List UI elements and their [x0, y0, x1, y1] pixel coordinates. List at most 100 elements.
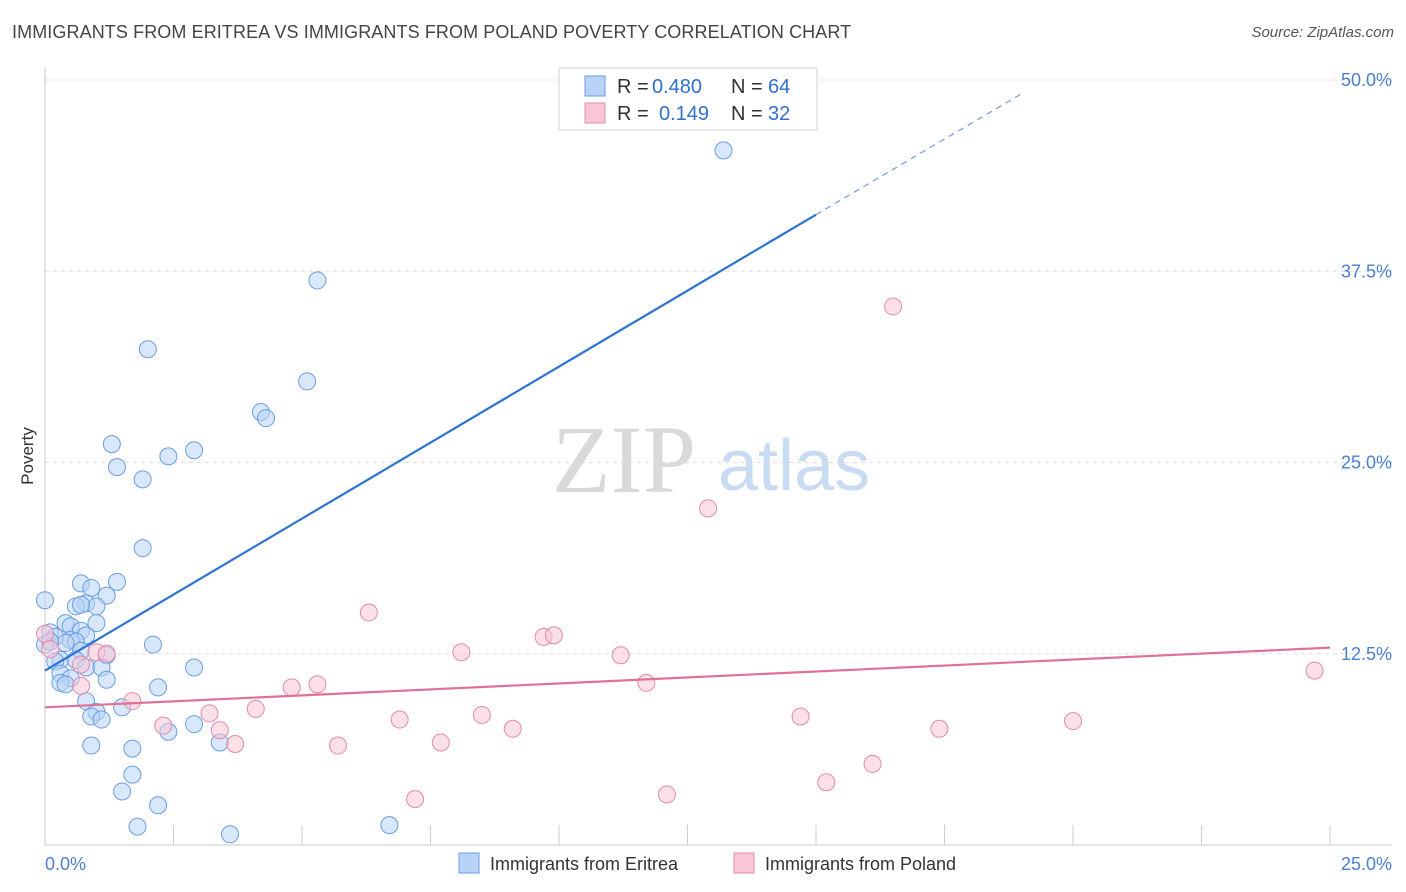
top-legend: R = 0.480 N = 64 R = 0.149 N = 32	[558, 67, 818, 131]
axes-layer	[44, 68, 1392, 846]
poland-point	[71, 676, 90, 695]
eritrea-point	[87, 597, 106, 616]
eritrea-point	[149, 678, 168, 697]
poland-point	[431, 733, 450, 752]
eritrea-point	[36, 591, 54, 610]
chart-title: IMMIGRANTS FROM ERITREA VS IMMIGRANTS FR…	[12, 22, 852, 42]
poland-point	[544, 626, 563, 645]
poland-point	[817, 773, 836, 792]
poland-point	[308, 675, 327, 694]
eritrea-point	[185, 441, 204, 460]
eritrea-point	[308, 271, 327, 290]
poland-point	[406, 790, 425, 809]
eritrea-point	[133, 539, 152, 558]
legend-n-label-poland: N =	[731, 103, 763, 125]
watermark-atlas: atlas	[718, 426, 870, 506]
poland-point	[472, 705, 491, 724]
poland-point	[210, 721, 229, 740]
eritrea-point	[107, 458, 126, 477]
poland-point	[611, 646, 630, 665]
legend-n-value-poland: 32	[768, 103, 790, 125]
eritrea-point	[138, 340, 157, 359]
bottom-legend-label-eritrea: Immigrants from Eritrea	[490, 854, 679, 874]
x-tick-labels: 0.0% 25.0%	[45, 854, 1392, 874]
poland-point	[328, 736, 347, 755]
y-tick-label: 37.5%	[1341, 261, 1392, 281]
poland-point	[884, 297, 903, 316]
legend-r-value-poland: 0.149	[659, 103, 709, 125]
eritrea-point	[159, 447, 178, 466]
poland-point	[452, 643, 471, 662]
eritrea-trend-line	[44, 213, 817, 672]
legend-n-label-eritrea: N =	[731, 76, 763, 98]
poland-point	[863, 754, 882, 773]
poland-point	[1305, 661, 1324, 680]
eritrea-point	[128, 817, 147, 836]
poland-point	[390, 710, 409, 729]
y-axis-label: Poverty	[18, 427, 37, 485]
poland-point	[791, 707, 810, 726]
poland-point	[930, 719, 949, 738]
eritrea-point	[56, 634, 75, 653]
legend-r-label-poland: R =	[617, 103, 649, 125]
eritrea-point	[380, 816, 399, 835]
poland-point	[657, 785, 676, 804]
poland-point	[359, 603, 378, 622]
poland-point	[699, 499, 718, 518]
legend-n-value-eritrea: 64	[768, 76, 790, 98]
eritrea-point	[102, 435, 121, 454]
poland-point	[154, 716, 173, 735]
eritrea-point	[107, 572, 126, 591]
poland-point	[282, 678, 301, 697]
poland-point	[1064, 712, 1082, 731]
poland-point	[41, 640, 60, 659]
poland-point	[246, 699, 265, 718]
y-tick-labels: 12.5% 25.0% 37.5% 50.0%	[1341, 70, 1392, 664]
poland-point	[503, 719, 522, 738]
poland-point	[36, 624, 54, 643]
poland-point	[97, 644, 116, 663]
bottom-legend-label-poland: Immigrants from Poland	[765, 854, 956, 874]
eritrea-point	[221, 825, 240, 844]
y-tick-label: 12.5%	[1341, 644, 1392, 664]
bottom-legend-swatch-eritrea	[458, 852, 480, 874]
eritrea-point	[123, 739, 142, 758]
eritrea-point	[298, 372, 317, 391]
legend-r-label-eritrea: R =	[617, 76, 649, 98]
eritrea-point	[82, 736, 101, 755]
x-tick-label-max: 25.0%	[1341, 854, 1392, 874]
poland-point	[71, 655, 90, 674]
x-tick-label-min: 0.0%	[45, 854, 86, 874]
poland-point	[200, 704, 219, 723]
eritrea-point	[143, 635, 162, 654]
bottom-legend-swatch-poland	[733, 852, 755, 874]
legend-swatch-eritrea	[584, 75, 606, 97]
eritrea-point	[133, 470, 152, 489]
eritrea-point	[87, 614, 106, 633]
watermark: ZIP atlas	[552, 406, 870, 513]
legend-swatch-poland	[584, 102, 606, 124]
eritrea-point	[149, 796, 168, 815]
poland-point	[226, 735, 245, 754]
eritrea-point	[92, 710, 111, 729]
trend-layer	[44, 93, 1331, 709]
y-tick-label: 50.0%	[1341, 70, 1392, 90]
chart-source: Source: ZipAtlas.com	[1251, 24, 1394, 41]
eritrea-point	[71, 595, 90, 614]
eritrea-trend-extension	[815, 93, 1022, 216]
poland-point	[123, 692, 142, 711]
watermark-zip: ZIP	[552, 406, 696, 513]
eritrea-point	[257, 409, 276, 428]
points-poland	[36, 297, 1324, 809]
eritrea-point	[123, 765, 142, 784]
poland-trend-line	[44, 646, 1331, 709]
y-tick-label: 25.0%	[1341, 453, 1392, 473]
eritrea-point	[113, 782, 132, 801]
eritrea-point	[185, 715, 204, 734]
eritrea-point	[185, 658, 204, 677]
eritrea-point	[56, 675, 75, 694]
bottom-legend: Immigrants from Eritrea Immigrants from …	[458, 852, 956, 874]
poland-point	[637, 673, 656, 692]
